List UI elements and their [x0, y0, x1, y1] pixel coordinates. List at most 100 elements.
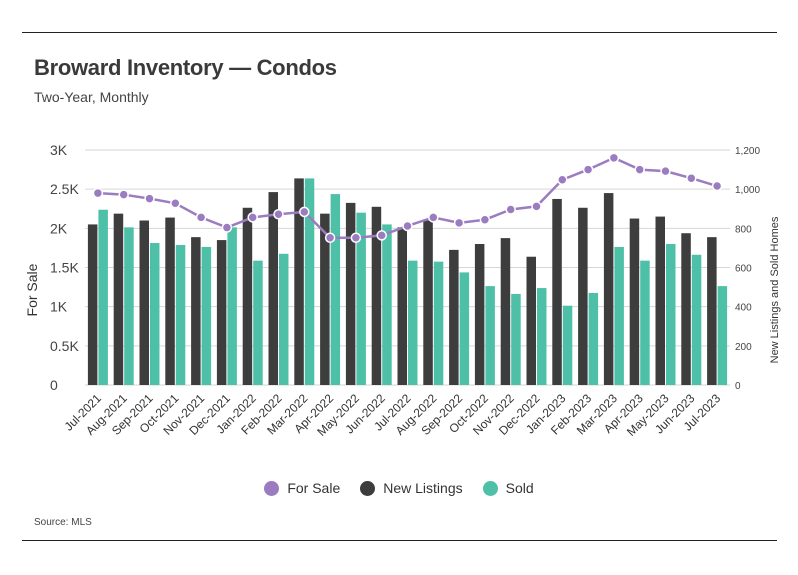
legend-item-new-listings: New Listings — [360, 480, 463, 496]
bar-sold — [304, 178, 315, 385]
for-sale-point — [582, 164, 594, 175]
legend-item-sold: Sold — [482, 480, 534, 496]
bar-new-listings — [449, 249, 459, 385]
bar-sold — [485, 286, 495, 385]
legend-label-for-sale: For Sale — [287, 480, 341, 496]
bar-new-listings — [320, 213, 330, 385]
for-sale-point — [92, 187, 104, 199]
legend-swatch-for-sale — [264, 480, 280, 496]
legend-label-sold: Sold — [505, 480, 534, 496]
left-tick-label: 3K — [50, 142, 68, 158]
right-tick-label: 0 — [735, 381, 741, 392]
for-sale-point — [686, 172, 697, 184]
bar-sold — [227, 227, 237, 385]
right-tick-label: 1,000 — [735, 185, 760, 196]
bar-new-listings — [216, 240, 227, 385]
bar-new-listings — [423, 220, 433, 385]
bar-new-listings — [113, 213, 124, 385]
bars — [87, 178, 728, 385]
for-sale-point — [402, 220, 413, 232]
bar-new-listings — [578, 207, 588, 385]
for-sale-point — [247, 212, 258, 223]
for-sale-point — [634, 164, 645, 175]
bar-new-listings — [191, 237, 201, 385]
right-tick-label: 200 — [735, 342, 752, 353]
bar-new-listings — [474, 244, 485, 385]
right-tick-label: 800 — [735, 224, 752, 235]
bar-new-listings — [629, 218, 640, 385]
for-sale-point — [195, 212, 207, 223]
bar-new-listings — [165, 217, 175, 385]
source-note: Source: MLS — [34, 517, 92, 528]
left-tick-label: 2K — [50, 220, 68, 236]
for-sale-point — [221, 222, 233, 233]
bar-new-listings — [500, 238, 511, 385]
bar-sold — [382, 224, 392, 385]
legend: For Sale New Listings Sold — [0, 480, 798, 496]
for-sale-point — [660, 165, 671, 177]
bar-new-listings — [87, 224, 98, 385]
bar-sold — [537, 288, 547, 385]
bar-sold — [330, 194, 341, 385]
chart-subtitle: Two-Year, Monthly — [34, 89, 149, 105]
bar-new-listings — [526, 256, 536, 385]
right-tick-label: 1,200 — [735, 146, 760, 157]
left-axis-ticks: 0 0.5K 1K 1.5K 2K 2.5K 3K — [50, 142, 79, 393]
bar-new-listings — [655, 216, 665, 385]
legend-item-for-sale: For Sale — [264, 480, 340, 496]
legend-swatch-new-listings — [360, 480, 376, 496]
for-sale-point — [350, 232, 362, 243]
x-axis-ticks: Jul-2021Aug-2021Sep-2021Oct-2021Nov-2021… — [62, 391, 724, 439]
bar-new-listings — [552, 198, 562, 385]
bar-new-listings — [371, 206, 382, 385]
left-axis-label: For Sale — [24, 263, 40, 316]
bar-sold — [666, 244, 676, 385]
bar-sold — [640, 260, 650, 385]
bar-sold — [201, 246, 212, 385]
bar-new-listings — [603, 193, 614, 385]
bar-sold — [98, 209, 108, 385]
for-sale-point — [711, 180, 723, 192]
left-tick-label: 0.5K — [50, 338, 79, 354]
bar-sold — [253, 260, 263, 385]
for-sale-point — [273, 208, 284, 220]
for-sale-line — [92, 152, 723, 243]
legend-label-new-listings: New Listings — [383, 480, 463, 496]
left-tick-label: 0 — [50, 377, 58, 393]
bar-sold — [511, 293, 521, 385]
bar-sold — [562, 305, 573, 385]
right-axis-ticks: 0 200 400 600 800 1,000 1,200 — [735, 146, 760, 392]
bar-new-listings — [242, 207, 253, 385]
for-sale-point — [479, 214, 491, 225]
legend-swatch-sold — [482, 480, 498, 496]
bar-sold — [691, 254, 702, 385]
bar-new-listings — [139, 220, 149, 385]
bar-new-listings — [707, 237, 717, 385]
for-sale-point — [453, 217, 465, 229]
bar-sold — [717, 286, 728, 385]
for-sale-point — [324, 232, 336, 243]
top-rule — [22, 32, 777, 33]
for-sale-point — [118, 189, 129, 200]
bar-sold — [433, 261, 444, 385]
left-tick-label: 1K — [50, 299, 68, 315]
bar-sold — [459, 272, 470, 385]
bar-sold — [124, 227, 134, 385]
left-tick-label: 2.5K — [50, 181, 79, 197]
for-sale-point — [531, 201, 542, 212]
for-sale-point — [144, 193, 155, 204]
bar-sold — [150, 243, 160, 385]
right-tick-label: 400 — [735, 303, 752, 314]
for-sale-point — [299, 206, 310, 218]
bar-sold — [279, 253, 289, 385]
bottom-rule — [22, 540, 777, 541]
left-tick-label: 1.5K — [50, 260, 79, 276]
bar-new-listings — [397, 227, 407, 385]
chart-title: Broward Inventory — Condos — [34, 55, 337, 80]
bar-new-listings — [294, 178, 304, 385]
bar-sold — [356, 212, 366, 385]
for-sale-point — [557, 174, 568, 186]
bar-sold — [588, 292, 599, 385]
bar-sold — [175, 244, 186, 385]
